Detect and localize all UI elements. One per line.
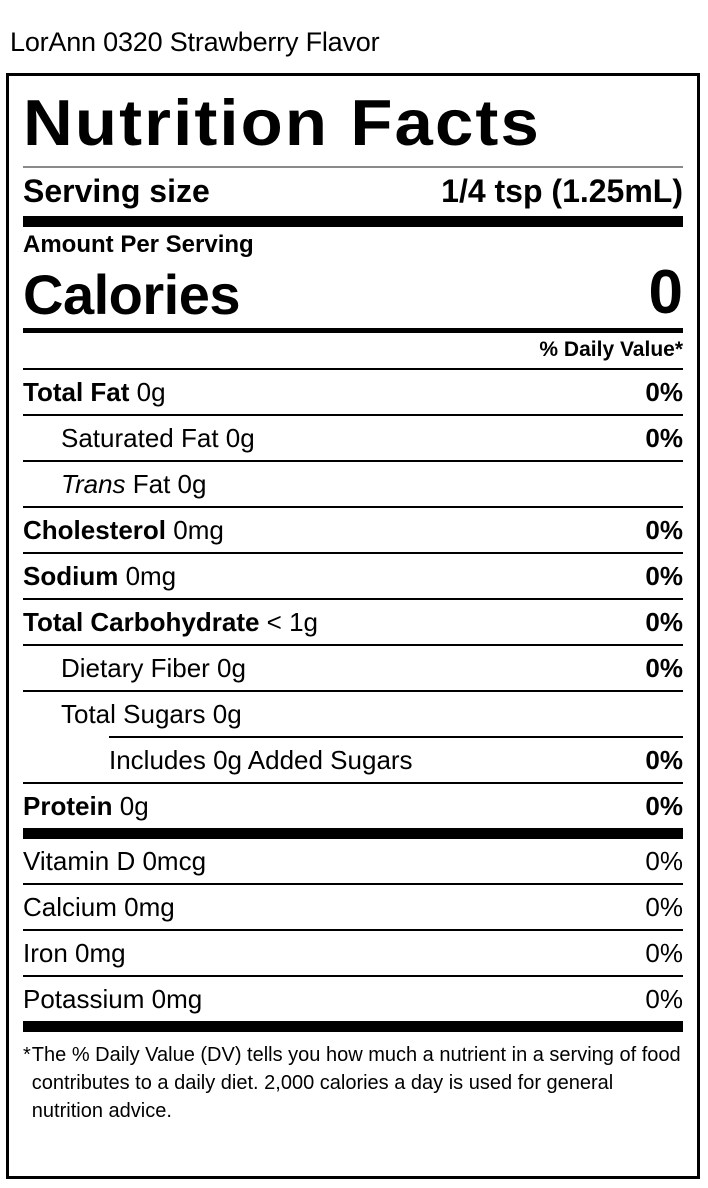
divider-thick-after-protein bbox=[23, 828, 683, 839]
page-title: LorAnn 0320 Strawberry Flavor bbox=[10, 27, 380, 57]
nutrient-row: Total Fat 0g 0% bbox=[23, 370, 683, 414]
nutrition-facts-heading: Nutrition Facts bbox=[23, 86, 541, 159]
nutrition-facts-panel: Nutrition Facts Serving size 1/4 tsp (1.… bbox=[6, 73, 700, 1179]
amount-per-serving-label: Amount Per Serving bbox=[23, 231, 254, 258]
divider-between-nutrients bbox=[23, 690, 683, 692]
nutrient-name: Saturated Fat 0g bbox=[61, 422, 255, 454]
serving-size-label: Serving size bbox=[23, 173, 210, 209]
serving-size-value: 1/4 tsp (1.25mL) bbox=[441, 173, 683, 209]
calories-value: 0 bbox=[648, 258, 683, 327]
nutrient-daily-value: 0% bbox=[645, 653, 683, 683]
footnote: * The % Daily Value (DV) tells you how m… bbox=[23, 1032, 683, 1125]
serving-size-row: Serving size 1/4 tsp (1.25mL) bbox=[23, 168, 683, 216]
footnote-asterisk: * bbox=[23, 1044, 31, 1066]
nutrient-name: Total Sugars 0g bbox=[61, 698, 242, 730]
divider-between-nutrients bbox=[23, 414, 683, 416]
divider-under-daily-value-header bbox=[23, 368, 683, 370]
divider-between-nutrients bbox=[23, 460, 683, 462]
divider-under-heading bbox=[23, 166, 683, 168]
nutrient-label: Cholesterol bbox=[23, 515, 167, 545]
nutrient-label: Trans bbox=[61, 469, 126, 499]
vitamin-daily-value: 0% bbox=[645, 846, 683, 876]
vitamin-row: Calcium 0mg 0% bbox=[23, 885, 683, 929]
nutrient-daily-value: 0% bbox=[645, 423, 683, 453]
nutrient-label: Total Sugars bbox=[61, 699, 206, 729]
divider-between-nutrients bbox=[109, 736, 683, 738]
vitamin-name: Iron 0mg bbox=[23, 938, 126, 968]
divider-between-nutrients bbox=[23, 644, 683, 646]
nutrient-row: Sodium 0mg 0% bbox=[23, 554, 683, 598]
nutrient-daily-value: 0% bbox=[645, 791, 683, 821]
nutrient-row: Trans Fat 0g bbox=[23, 462, 683, 506]
daily-value-header: % Daily Value* bbox=[539, 338, 683, 361]
vitamin-list: Vitamin D 0mcg 0% Calcium 0mg 0% Iron 0mg 0% P… bbox=[23, 839, 683, 1021]
divider-between-nutrients bbox=[23, 598, 683, 600]
nutrient-row: Total Sugars 0g bbox=[23, 692, 683, 736]
nutrient-row: Saturated Fat 0g 0% bbox=[23, 416, 683, 460]
calories-row: Calories 0 bbox=[23, 260, 683, 328]
divider-between-nutrients bbox=[23, 506, 683, 508]
nutrient-row: Includes 0g Added Sugars 0% bbox=[23, 738, 683, 782]
nutrient-name: Trans Fat 0g bbox=[61, 468, 206, 500]
nutrient-amount: 0g bbox=[209, 653, 246, 683]
nutrient-row: Total Carbohydrate < 1g 0% bbox=[23, 600, 683, 644]
nutrient-amount: Fat 0g bbox=[125, 469, 207, 499]
nutrient-row: Dietary Fiber 0g 0% bbox=[23, 646, 683, 690]
nutrient-name: Total Carbohydrate < 1g bbox=[23, 606, 318, 638]
nutrient-amount: 0g bbox=[112, 791, 149, 821]
nutrient-amount: 0g bbox=[129, 377, 166, 407]
nutrient-name: Includes 0g Added Sugars bbox=[109, 744, 413, 776]
divider-between-nutrients bbox=[23, 782, 683, 784]
nutrient-row: Protein 0g 0% bbox=[23, 784, 683, 828]
vitamin-row: Iron 0mg 0% bbox=[23, 931, 683, 975]
vitamin-row: Potassium 0mg 0% bbox=[23, 977, 683, 1021]
divider-between-vitamins bbox=[23, 975, 683, 977]
divider-between-vitamins bbox=[23, 929, 683, 931]
nutrient-name: Protein 0g bbox=[23, 790, 149, 822]
divider-between-nutrients bbox=[23, 552, 683, 554]
divider-thick-after-serving bbox=[23, 216, 683, 227]
nutrient-daily-value: 0% bbox=[645, 377, 683, 407]
vitamin-name: Potassium 0mg bbox=[23, 984, 203, 1014]
divider-after-calories bbox=[23, 328, 683, 333]
nutrient-label: Protein bbox=[23, 791, 113, 821]
nutrient-amount: 0g bbox=[205, 699, 242, 729]
nutrient-list: Total Fat 0g 0% Saturated Fat 0g 0% Trans Fa… bbox=[23, 370, 683, 828]
divider-thick-before-footnote bbox=[23, 1021, 683, 1032]
footnote-text: The % Daily Value (DV) tells you how muc… bbox=[31, 1044, 681, 1122]
nutrient-label: Total Carbohydrate bbox=[23, 607, 260, 637]
vitamin-daily-value: 0% bbox=[645, 938, 683, 968]
nutrient-daily-value: 0% bbox=[645, 745, 683, 775]
nutrient-daily-value: 0% bbox=[645, 561, 683, 591]
nutrient-label: Includes 0g Added Sugars bbox=[109, 745, 413, 775]
nutrient-label: Saturated Fat bbox=[61, 423, 219, 453]
vitamin-name: Vitamin D 0mcg bbox=[23, 846, 207, 876]
nutrient-daily-value: 0% bbox=[645, 607, 683, 637]
divider-between-vitamins bbox=[23, 883, 683, 885]
nutrient-name: Dietary Fiber 0g bbox=[61, 652, 246, 684]
nutrient-amount: 0g bbox=[218, 423, 255, 453]
nutrient-label: Sodium bbox=[23, 561, 119, 591]
nutrient-name: Sodium 0mg bbox=[23, 560, 176, 592]
nutrient-row: Cholesterol 0mg 0% bbox=[23, 508, 683, 552]
nutrient-amount: < 1g bbox=[259, 607, 318, 637]
nutrient-label: Dietary Fiber bbox=[61, 653, 210, 683]
vitamin-name: Calcium 0mg bbox=[23, 892, 175, 922]
nutrient-amount: 0mg bbox=[166, 515, 224, 545]
nutrient-name: Cholesterol 0mg bbox=[23, 514, 224, 546]
vitamin-daily-value: 0% bbox=[645, 984, 683, 1014]
calories-label: Calories bbox=[23, 263, 241, 326]
vitamin-row: Vitamin D 0mcg 0% bbox=[23, 839, 683, 883]
vitamin-daily-value: 0% bbox=[645, 892, 683, 922]
nutrient-name: Total Fat 0g bbox=[23, 376, 166, 408]
nutrient-label: Total Fat bbox=[23, 377, 130, 407]
nutrient-daily-value: 0% bbox=[645, 515, 683, 545]
nutrient-amount: 0mg bbox=[118, 561, 177, 591]
